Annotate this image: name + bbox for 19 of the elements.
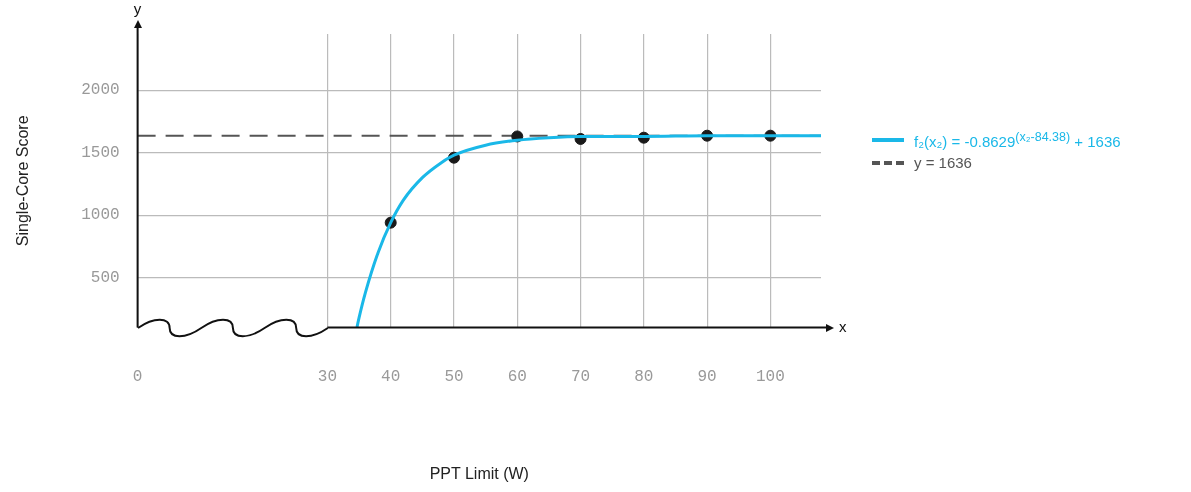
x-tick-label: 30 [317,368,338,387]
legend-label: f₂(x₂) = -0.8629$^{(x₂-84.38)}$ + 1636 [914,130,1121,150]
y-tick-label: 500 [90,268,120,287]
x-tick-label: 0 [132,368,143,387]
x-tick-label: 80 [634,368,654,387]
y-tick-label: 1000 [81,206,120,225]
x-tick-label: 60 [507,368,527,387]
x-tick-label: 70 [570,368,591,387]
text: y [133,0,142,18]
x-tick-label: 90 [697,368,717,387]
y-axis-title: Single-Core Score [14,115,32,247]
x-tick-label: 50 [444,368,464,387]
x-tick-label: 40 [381,368,401,387]
y-tick-label: 1500 [81,143,120,162]
y-tick-label: 2000 [81,81,120,100]
legend-label: y = 1636 [914,154,972,171]
text: x [839,317,847,335]
x-tick-label: 100 [755,368,785,387]
x-axis-title: PPT Limit (W) [429,464,529,482]
